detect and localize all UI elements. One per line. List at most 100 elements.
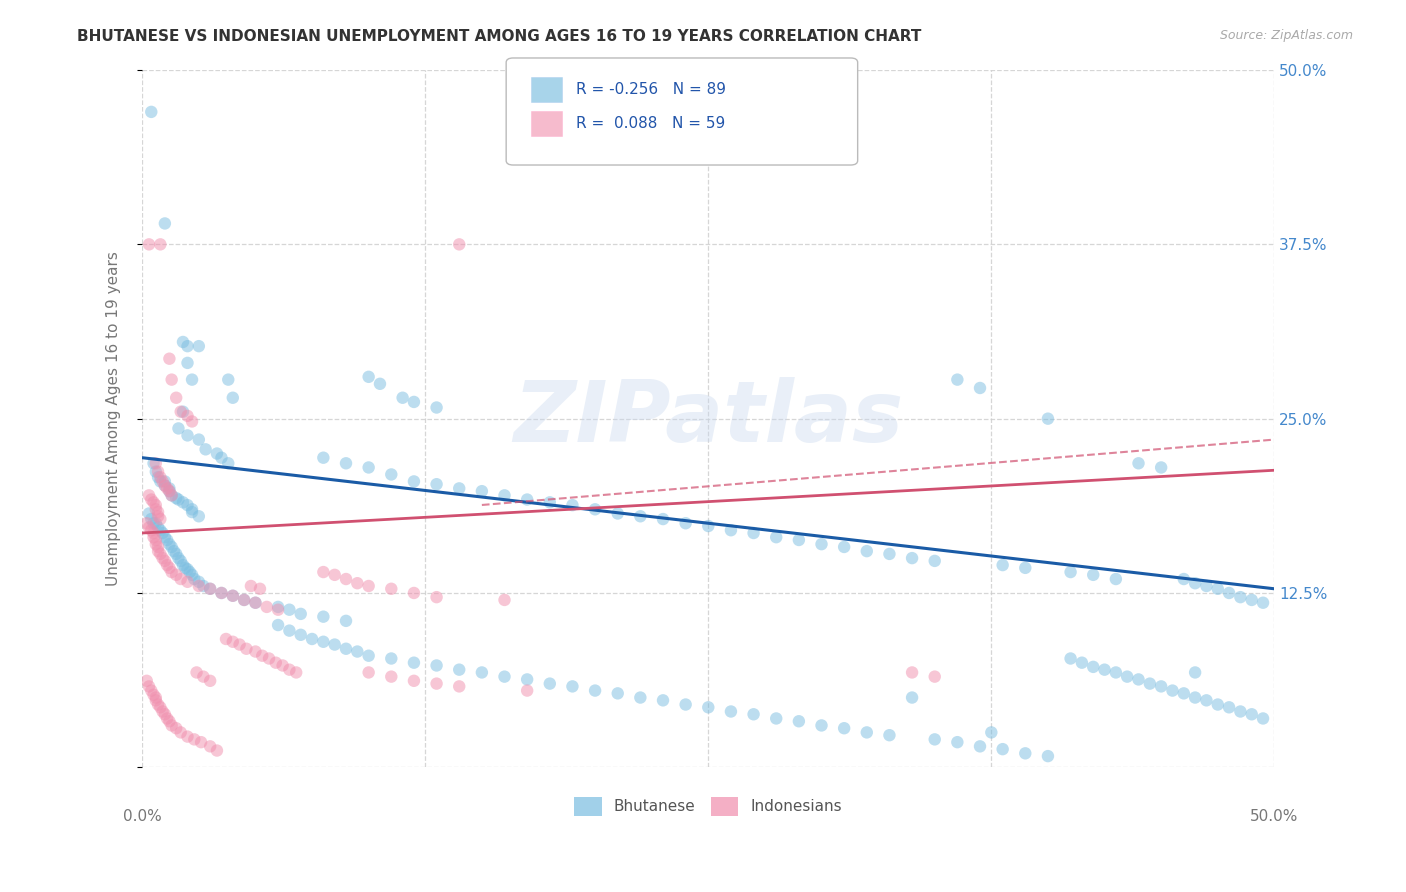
Point bbox=[426, 401, 449, 415]
Point bbox=[198, 582, 221, 596]
Point bbox=[810, 537, 832, 551]
Point bbox=[239, 579, 262, 593]
Point bbox=[901, 551, 924, 566]
Point bbox=[1014, 747, 1036, 761]
Point bbox=[176, 409, 198, 423]
Point bbox=[146, 509, 169, 524]
Point bbox=[991, 558, 1014, 572]
Point bbox=[153, 478, 176, 492]
Point bbox=[271, 658, 294, 673]
Point bbox=[980, 725, 1002, 739]
Text: 50.0%: 50.0% bbox=[1250, 809, 1299, 824]
Point bbox=[855, 725, 877, 739]
Point bbox=[426, 676, 449, 690]
Point bbox=[181, 373, 204, 387]
Point bbox=[149, 470, 172, 484]
Point bbox=[153, 217, 176, 231]
Point bbox=[146, 698, 169, 712]
Point bbox=[138, 520, 160, 534]
Point bbox=[245, 596, 267, 610]
Point bbox=[583, 502, 606, 516]
Point bbox=[145, 456, 167, 470]
Point bbox=[145, 693, 167, 707]
Point bbox=[628, 509, 651, 524]
Point bbox=[402, 586, 425, 600]
Point bbox=[924, 554, 946, 568]
Point bbox=[1036, 411, 1059, 425]
Point bbox=[152, 526, 174, 541]
Point bbox=[1218, 586, 1240, 600]
Point bbox=[165, 547, 187, 561]
Point bbox=[149, 512, 172, 526]
Point bbox=[146, 544, 169, 558]
Point bbox=[1184, 576, 1206, 591]
Point bbox=[1070, 656, 1092, 670]
Point bbox=[142, 688, 165, 702]
Point bbox=[606, 686, 628, 700]
Text: Source: ZipAtlas.com: Source: ZipAtlas.com bbox=[1219, 29, 1353, 42]
Point bbox=[183, 572, 205, 586]
Point bbox=[675, 698, 697, 712]
Point bbox=[538, 495, 561, 509]
Text: R =  0.088   N = 59: R = 0.088 N = 59 bbox=[576, 116, 725, 130]
Point bbox=[167, 551, 190, 566]
Point bbox=[697, 700, 720, 714]
Point bbox=[516, 492, 538, 507]
Point bbox=[172, 495, 194, 509]
Point bbox=[157, 537, 180, 551]
Point bbox=[152, 705, 174, 719]
Point bbox=[138, 488, 160, 502]
Point bbox=[1128, 673, 1150, 687]
Point bbox=[652, 512, 675, 526]
Point bbox=[152, 551, 174, 566]
Point bbox=[153, 478, 176, 492]
Point bbox=[156, 711, 179, 725]
Point bbox=[153, 530, 176, 544]
Point bbox=[969, 739, 991, 754]
Point bbox=[494, 593, 516, 607]
Point bbox=[1161, 683, 1184, 698]
Point bbox=[176, 562, 198, 576]
Point bbox=[720, 523, 742, 537]
Point bbox=[252, 648, 274, 663]
Point bbox=[222, 634, 245, 648]
Point bbox=[157, 484, 180, 499]
Point bbox=[222, 589, 245, 603]
Point bbox=[141, 104, 163, 119]
Point bbox=[156, 558, 179, 572]
Point bbox=[181, 505, 204, 519]
Point bbox=[172, 405, 194, 419]
Point bbox=[170, 554, 193, 568]
Point bbox=[165, 567, 187, 582]
Point bbox=[172, 558, 194, 572]
Point bbox=[157, 351, 180, 366]
Point bbox=[380, 670, 402, 684]
Point bbox=[163, 544, 186, 558]
Point bbox=[205, 446, 228, 460]
Point bbox=[165, 391, 187, 405]
Point bbox=[187, 509, 209, 524]
Point bbox=[181, 414, 204, 428]
Point bbox=[157, 714, 180, 729]
Point bbox=[1240, 593, 1263, 607]
Point bbox=[233, 593, 256, 607]
Point bbox=[697, 519, 720, 533]
Point bbox=[720, 705, 742, 719]
Point bbox=[335, 572, 357, 586]
Point bbox=[1173, 572, 1195, 586]
Point bbox=[471, 484, 494, 499]
Point bbox=[335, 456, 357, 470]
Point bbox=[211, 450, 233, 465]
Point bbox=[257, 651, 280, 665]
Point bbox=[153, 475, 176, 489]
Point bbox=[278, 624, 301, 638]
Point bbox=[449, 679, 471, 693]
Point bbox=[1083, 567, 1105, 582]
Point bbox=[183, 732, 205, 747]
Point bbox=[1240, 707, 1263, 722]
Point bbox=[245, 596, 267, 610]
Point bbox=[157, 482, 180, 496]
Point bbox=[167, 492, 190, 507]
Point bbox=[145, 533, 167, 547]
Point bbox=[312, 609, 335, 624]
